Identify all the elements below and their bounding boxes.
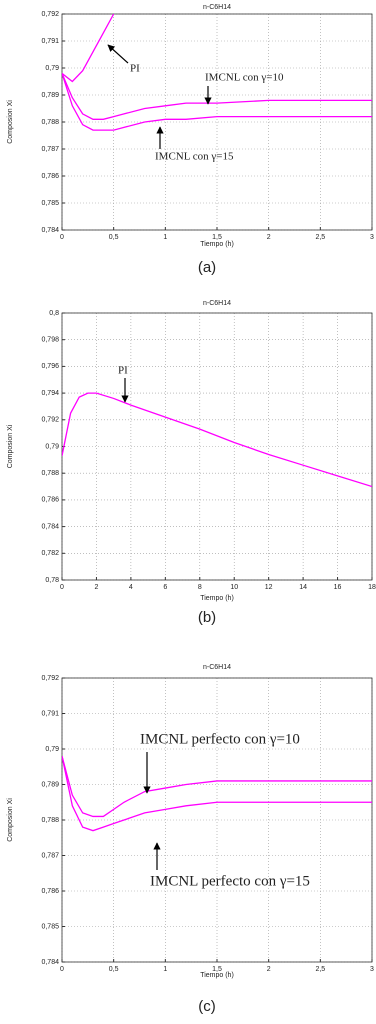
x-tick-label: 1 (163, 966, 167, 973)
x-axis-label: Tiempo (h) (200, 241, 234, 248)
y-tick-label: 0,787 (41, 852, 59, 859)
x-tick-label: 2 (267, 234, 271, 241)
y-tick-label: 0,788 (41, 470, 59, 477)
series-line (62, 14, 115, 83)
y-tick-label: 0,79 (45, 746, 59, 753)
y-tick-label: 0,786 (41, 888, 59, 895)
y-tick-label: 0,8 (49, 310, 59, 317)
annotation-arrow (107, 44, 129, 64)
plot-area (62, 313, 372, 580)
x-tick-label: 0 (60, 584, 64, 591)
y-tick-label: 0,782 (41, 550, 59, 557)
chart-title: n-C6H14 (203, 300, 231, 307)
y-tick-label: 0,786 (41, 173, 59, 180)
series-line (62, 392, 372, 488)
x-tick-label: 16 (334, 584, 342, 591)
y-tick-label: 0,792 (41, 417, 59, 424)
y-tick-label: 0,789 (41, 92, 59, 99)
y-tick-label: 0,785 (41, 200, 59, 207)
x-tick-label: 1,5 (212, 966, 222, 973)
x-tick-label: 0,5 (109, 966, 119, 973)
y-tick-label: 0,792 (41, 675, 59, 682)
y-tick-label: 0,785 (41, 923, 59, 930)
y-tick-label: 0,791 (41, 710, 59, 717)
chart: n-C6H14 Tiempo (h) Composion Xi (a) 0,784 0,7… (7, 4, 374, 276)
chart-title: n-C6H14 (203, 4, 231, 11)
x-tick-label: 0,5 (109, 234, 119, 241)
y-tick-label: 0,796 (41, 363, 59, 370)
y-tick-label: 0,784 (41, 523, 59, 530)
x-tick-label: 2 (94, 584, 98, 591)
y-tick-label: 0,787 (41, 146, 59, 153)
y-tick-label: 0,79 (45, 65, 59, 72)
y-tick-label: 0,786 (41, 497, 59, 504)
x-tick-label: 3 (370, 966, 374, 973)
annotation: IMCNL con γ=15 (155, 151, 234, 163)
x-tick-label: 3 (370, 234, 374, 241)
chart: n-C6H14 Tiempo (h) Composion Xi (b) 0,78 0,78… (7, 300, 376, 626)
x-tick-label: 8 (198, 584, 202, 591)
annotation: IMCNL perfecto con γ=10 (140, 731, 300, 747)
y-tick-label: 0,78 (45, 577, 59, 584)
x-tick-label: 18 (368, 584, 376, 591)
x-tick-label: 12 (265, 584, 273, 591)
x-tick-label: 2,5 (315, 966, 325, 973)
y-tick-label: 0,798 (41, 337, 59, 344)
x-tick-label: 10 (230, 584, 238, 591)
x-tick-label: 6 (163, 584, 167, 591)
x-tick-label: 1 (163, 234, 167, 241)
series-line (62, 755, 372, 818)
x-tick-label: 2 (267, 966, 271, 973)
y-tick-label: 0,79 (45, 443, 59, 450)
y-tick-label: 0,784 (41, 959, 59, 966)
axes-frame (61, 312, 373, 581)
caption: (c) (198, 998, 216, 1015)
y-tick-label: 0,788 (41, 817, 59, 824)
x-axis-label: Tiempo (h) (200, 972, 234, 979)
chart: n-C6H14 Tiempo (h) Composion Xi (c) 0,784 0,7… (7, 664, 374, 1015)
y-tick-label: 0,791 (41, 38, 59, 45)
annotation: IMCNL perfecto con γ=15 (150, 873, 310, 889)
x-axis-label: Tiempo (h) (200, 595, 234, 602)
series-line (62, 73, 372, 120)
axes-frame (61, 13, 373, 231)
x-tick-label: 4 (129, 584, 133, 591)
y-tick-label: 0,788 (41, 119, 59, 126)
caption: (b) (198, 609, 216, 626)
annotation: IMCNL con γ=10 (205, 72, 284, 84)
x-tick-label: 0 (60, 966, 64, 973)
chart-title: n-C6H14 (203, 664, 231, 671)
x-tick-label: 2,5 (315, 234, 325, 241)
y-axis-label: Composion Xi (7, 798, 14, 842)
caption: (a) (198, 259, 216, 276)
x-tick-label: 1,5 (212, 234, 222, 241)
y-tick-label: 0,789 (41, 781, 59, 788)
annotation: PI (118, 365, 128, 377)
axes-frame (61, 677, 373, 963)
y-axis-label: Composion Xi (7, 100, 14, 144)
series-line (62, 755, 372, 832)
y-tick-label: 0,784 (41, 227, 59, 234)
x-tick-label: 14 (299, 584, 307, 591)
y-axis-label: Composion Xi (7, 424, 14, 468)
annotation: PI (130, 63, 140, 75)
series-line (62, 73, 372, 131)
y-tick-label: 0,794 (41, 390, 59, 397)
y-tick-label: 0,792 (41, 11, 59, 18)
x-tick-label: 0 (60, 234, 64, 241)
